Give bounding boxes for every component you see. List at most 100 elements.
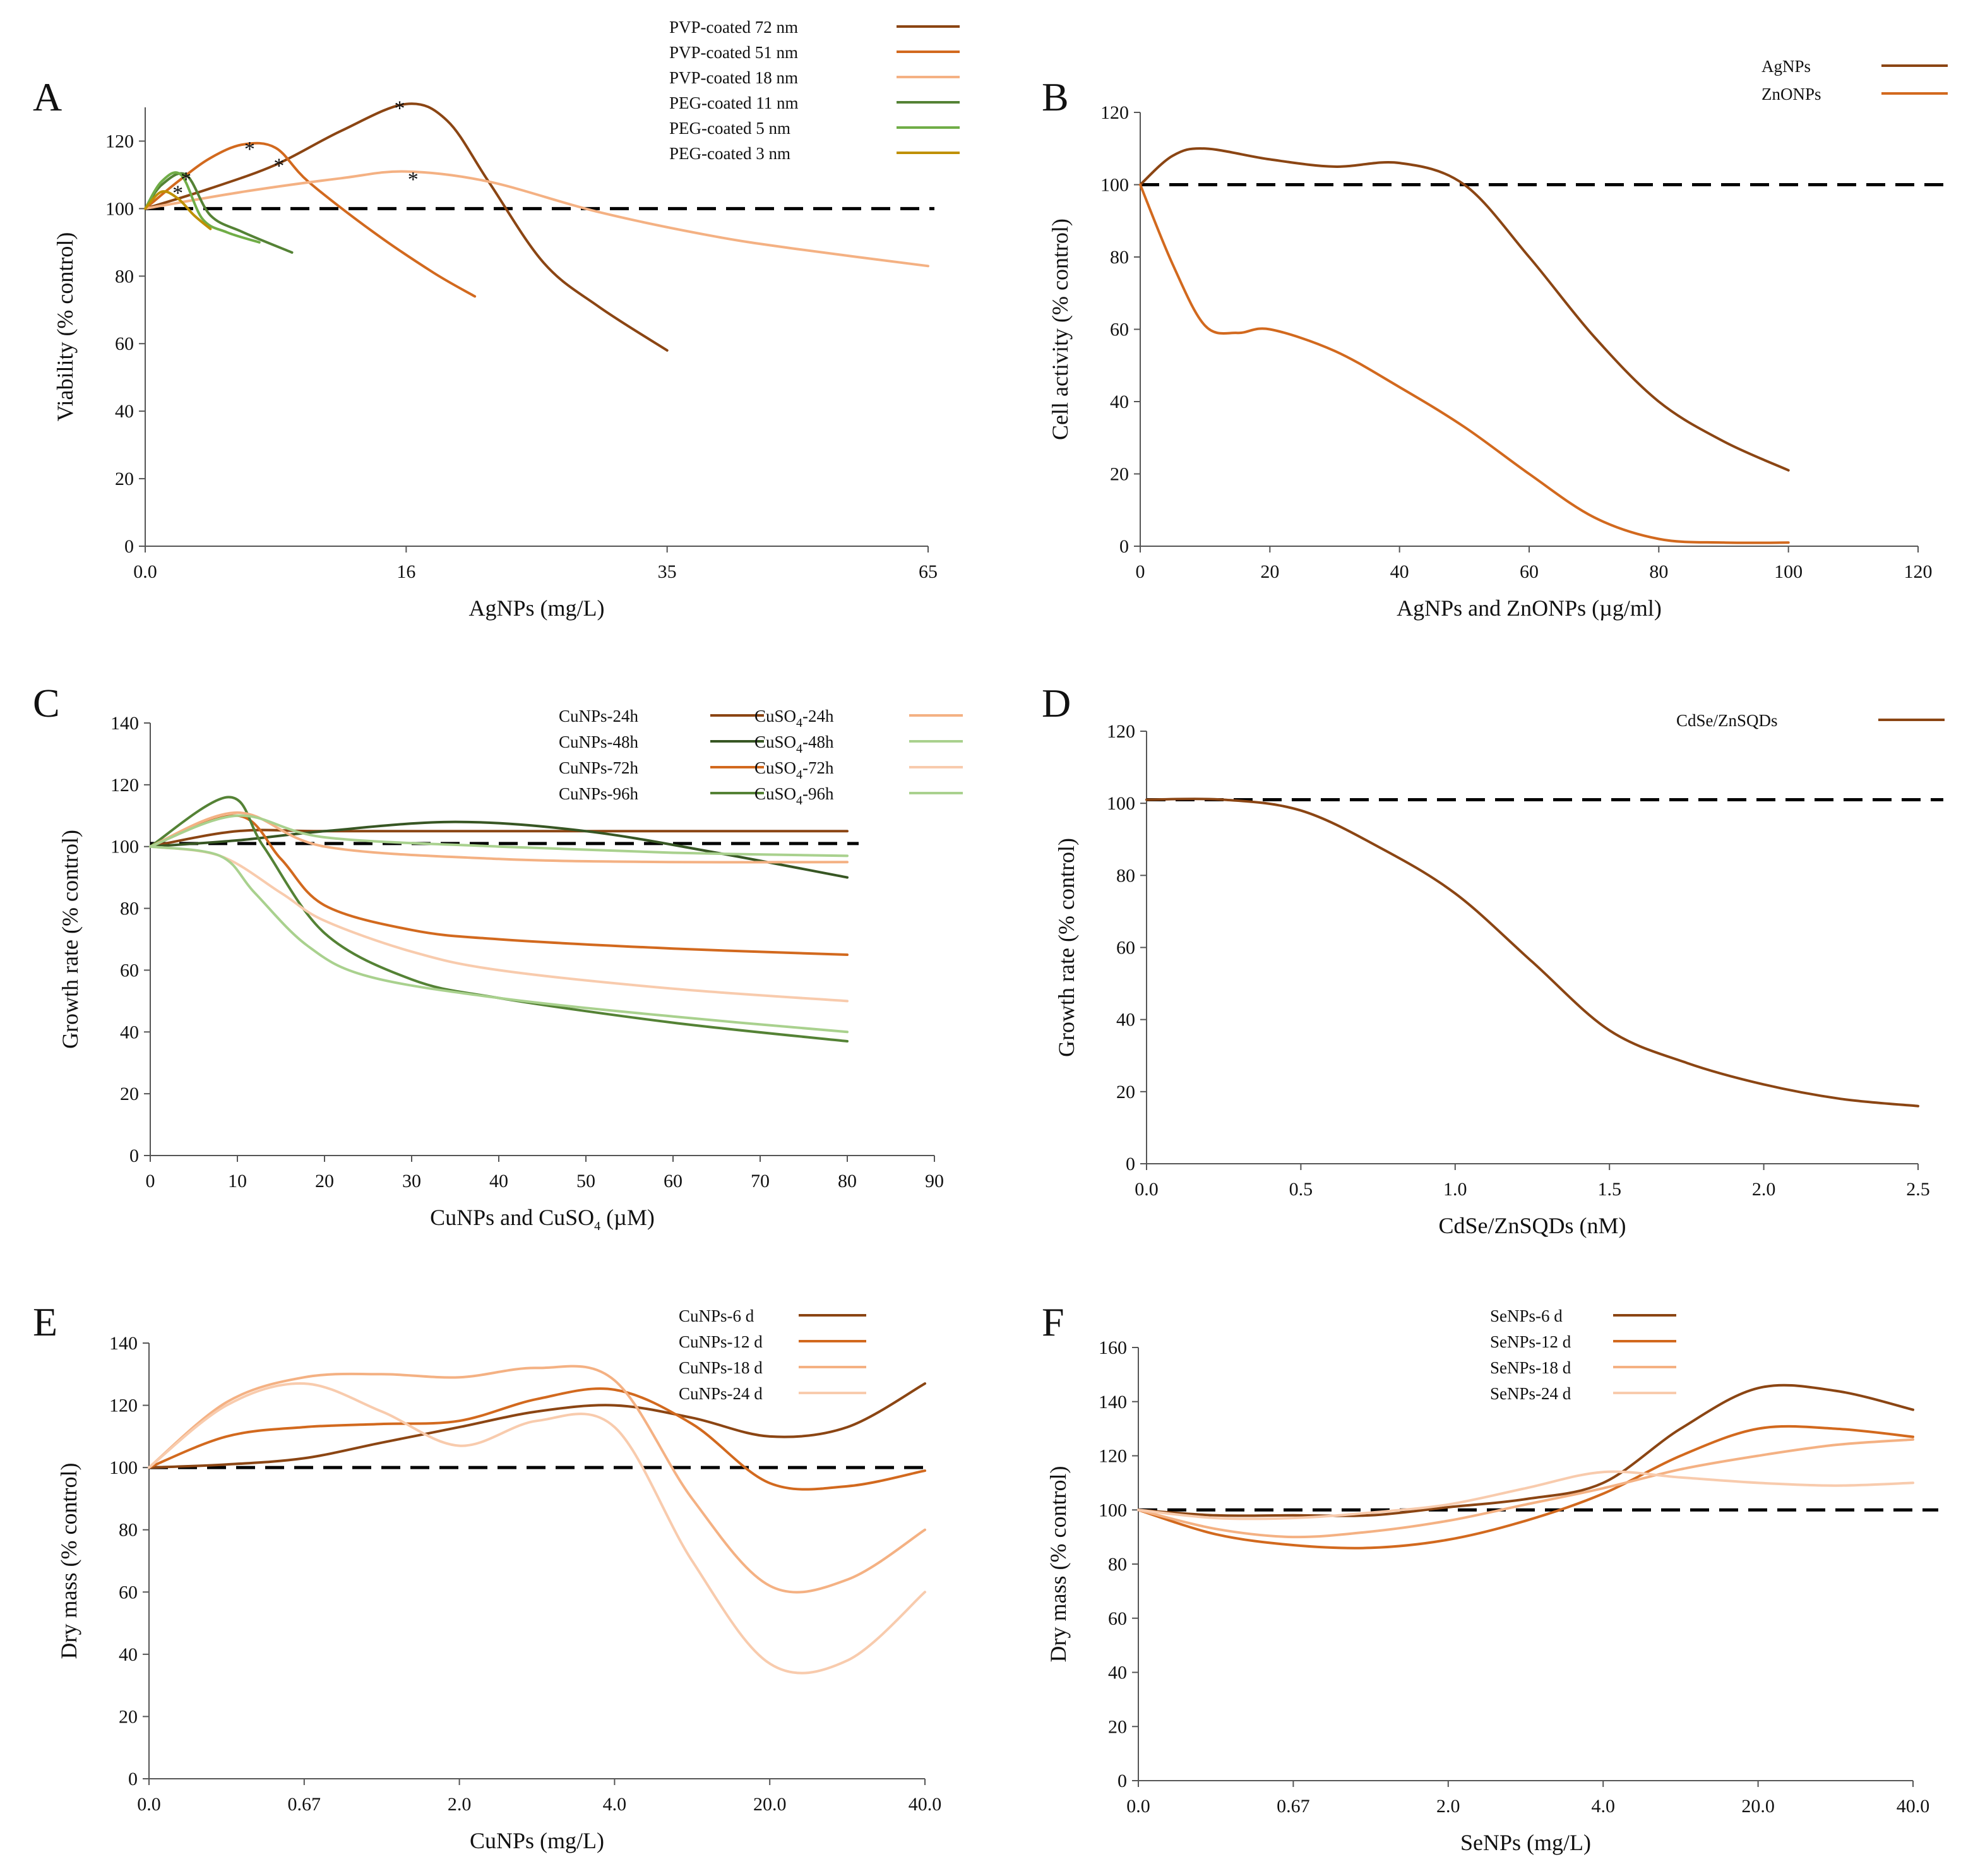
legend-label-cdse-znsqds: CdSe/ZnSQDs <box>1676 711 1778 730</box>
legend-label-peg-coated-11-nm: PEG-coated 11 nm <box>669 93 798 112</box>
x-tick-label: 20.0 <box>1741 1796 1775 1817</box>
legend-a: PVP-coated 72 nm PVP-coated 51 nm PVP-coat… <box>669 18 960 163</box>
legend-b: AgNPs ZnONPs <box>1761 57 1948 104</box>
legend-label-znonps: ZnONPs <box>1761 85 1821 104</box>
y-tick-label: 140 <box>110 713 139 734</box>
significance-marker: * <box>181 168 191 191</box>
x-tick-label: 35 <box>658 561 677 582</box>
series-line-cunps-6-d <box>148 1382 926 1469</box>
y-axis-title-a: Viability (% control) <box>52 232 78 422</box>
x-tick-label: 4.0 <box>1591 1796 1615 1817</box>
panel-letter-b: B <box>1042 75 1069 119</box>
legend-label-cunps-48h: CuNPs-48h <box>559 732 639 751</box>
x-tick-label: 40.0 <box>909 1794 942 1815</box>
y-tick-label: 140 <box>1099 1392 1127 1413</box>
panel-letter-a: A <box>33 75 62 119</box>
x-tick-label: 50 <box>576 1171 595 1192</box>
significance-marker: * <box>172 181 183 205</box>
series-line-peg-coated-11-nm <box>144 172 294 254</box>
legend-label-peg-coated-3-nm: PEG-coated 3 nm <box>669 144 790 163</box>
y-tick-label: 20 <box>1108 1716 1127 1737</box>
series-line-pvp-coated-51-nm <box>144 141 477 298</box>
panel-a: A 0 20 40 60 80 100 120 0.0 16 35 65 AgNPs (mg/L) Via… <box>33 18 960 621</box>
y-tick-label: 80 <box>119 1520 138 1541</box>
legend-label-cunps-18-d: CuNPs-18 d <box>679 1358 763 1377</box>
x-tick-label: 1.0 <box>1443 1179 1467 1200</box>
series-line-cuso4-48h <box>149 814 849 857</box>
x-tick-label: 2.0 <box>1436 1796 1460 1817</box>
legend-label-pvp-coated-18-nm: PVP-coated 18 nm <box>669 68 798 87</box>
y-tick-label: 60 <box>1110 320 1129 340</box>
y-tick-label: 40 <box>115 401 134 422</box>
y-tick-label: 20 <box>119 1706 138 1727</box>
y-tick-label: 80 <box>115 266 134 287</box>
legend-f: SeNPs-6 d SeNPs-12 d SeNPs-18 d SeNPs-24 d <box>1490 1306 1676 1403</box>
y-tick-label: 40 <box>1110 391 1129 412</box>
y-tick-label: 0 <box>129 1145 139 1166</box>
significance-marker: * <box>408 168 419 191</box>
x-tick-label: 60 <box>664 1171 682 1192</box>
panel-c: C 0 20 40 60 80 100 120 140 0 10 20 30 40 50 60 70 80 90 Cu… <box>33 681 963 1233</box>
y-tick-label: 120 <box>110 775 139 796</box>
y-axis-title-c: Growth rate (% control) <box>57 830 83 1049</box>
legend-d: CdSe/ZnSQDs <box>1676 711 1945 730</box>
panel-e: E 0 20 40 60 80 100 120 140 0.0 0.67 2.0 4.0 20.0 40.0… <box>33 1299 941 1853</box>
y-tick-label: 80 <box>1116 865 1135 886</box>
y-tick-label: 100 <box>1100 175 1129 196</box>
legend-label-cuso4-24h: CuSO4-24h <box>754 707 834 730</box>
y-tick-label: 0 <box>1126 1154 1135 1174</box>
significance-marker: * <box>244 138 255 161</box>
series-line-cunps-18-d <box>148 1365 926 1594</box>
x-tick-label: 0.5 <box>1289 1179 1313 1200</box>
legend-label-pvp-coated-72-nm: PVP-coated 72 nm <box>669 18 798 37</box>
series-line-znonps <box>1139 183 1790 544</box>
y-tick-label: 20 <box>115 469 134 489</box>
legend-label-cunps-96h: CuNPs-96h <box>559 784 639 803</box>
x-tick-label: 0.0 <box>1135 1179 1159 1200</box>
y-tick-label: 60 <box>1108 1608 1127 1629</box>
x-tick-label: 60 <box>1520 561 1539 582</box>
x-axis-title-a: AgNPs (mg/L) <box>469 595 605 621</box>
x-tick-label: 0.0 <box>133 561 157 582</box>
legend-label-senps-12-d: SeNPs-12 d <box>1490 1332 1571 1351</box>
x-tick-label: 30 <box>402 1171 421 1192</box>
series-line-pvp-coated-72-nm <box>144 102 669 352</box>
legend-label-senps-6-d: SeNPs-6 d <box>1490 1306 1563 1325</box>
x-axis-title-f: SeNPs (mg/L) <box>1460 1830 1591 1855</box>
legend-c: CuNPs-24h CuNPs-48h CuNPs-72h CuNPs-96h CuSO… <box>559 707 963 808</box>
x-tick-label: 0.0 <box>1126 1796 1150 1817</box>
y-tick-label: 100 <box>109 1457 138 1478</box>
legend-label-peg-coated-5-nm: PEG-coated 5 nm <box>669 119 790 138</box>
y-tick-label: 80 <box>1110 247 1129 268</box>
y-axis-title-d: Growth rate (% control) <box>1054 838 1079 1057</box>
legend-label-cuso4-48h: CuSO4-48h <box>754 732 834 756</box>
y-tick-label: 120 <box>1099 1446 1127 1467</box>
x-tick-label: 20 <box>315 1171 334 1192</box>
series-line-pvp-coated-18-nm <box>144 170 929 268</box>
x-tick-label: 40.0 <box>1897 1796 1930 1817</box>
x-tick-label: 0.67 <box>288 1794 321 1815</box>
x-tick-label: 0 <box>146 1171 155 1192</box>
series-line-cunps-72h <box>149 814 849 956</box>
x-axis-title-c: CuNPs and CuSO4 (µM) <box>430 1205 655 1233</box>
x-axis-title-b: AgNPs and ZnONPs (µg/ml) <box>1397 595 1662 621</box>
y-tick-label: 60 <box>1116 938 1135 959</box>
y-tick-label: 0 <box>128 1769 138 1789</box>
legend-label-agnps: AgNPs <box>1761 57 1811 76</box>
y-tick-label: 0 <box>1119 536 1129 557</box>
series-line-senps-24-d <box>1137 1470 1914 1521</box>
legend-label-cuso4-72h: CuSO4-72h <box>754 758 834 782</box>
x-tick-label: 70 <box>751 1171 770 1192</box>
y-tick-label: 120 <box>105 131 134 152</box>
series-line-cunps-96h <box>149 796 849 1043</box>
panel-letter-c: C <box>33 681 60 726</box>
x-tick-label: 90 <box>925 1171 944 1192</box>
x-tick-label: 10 <box>228 1171 247 1192</box>
y-axis-title-b: Cell activity (% control) <box>1047 218 1073 440</box>
x-tick-label: 2.5 <box>1906 1179 1930 1200</box>
legend-label-cunps-12-d: CuNPs-12 d <box>679 1332 763 1351</box>
series-line-senps-12-d <box>1137 1425 1914 1550</box>
x-tick-label: 0.0 <box>137 1794 161 1815</box>
series-line-cdse-znsqds <box>1145 798 1919 1108</box>
